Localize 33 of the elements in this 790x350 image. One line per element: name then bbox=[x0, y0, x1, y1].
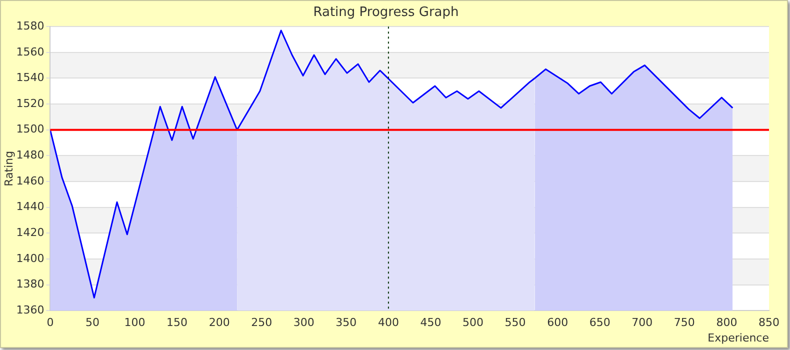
x-tick-label: 100 bbox=[124, 316, 146, 330]
x-tick-label: 50 bbox=[85, 316, 100, 330]
y-tick-label: 1580 bbox=[16, 19, 44, 32]
y-tick-label: 1440 bbox=[16, 200, 44, 214]
y-tick-label: 1560 bbox=[16, 45, 44, 58]
chart-title: Rating Progress Graph bbox=[313, 5, 459, 20]
x-tick-label: 200 bbox=[208, 316, 230, 330]
x-tick-label: 350 bbox=[336, 316, 357, 330]
x-tick-label: 750 bbox=[674, 316, 695, 330]
x-tick-label: 800 bbox=[716, 316, 738, 330]
y-axis-title: Rating bbox=[2, 150, 16, 186]
x-tick-label: 700 bbox=[632, 316, 653, 330]
y-tick-label: 1460 bbox=[16, 174, 44, 188]
y-tick-label: 1380 bbox=[16, 278, 44, 291]
y-tick-label: 1480 bbox=[16, 148, 44, 162]
y-tick-label: 1540 bbox=[16, 71, 44, 84]
x-tick-label: 850 bbox=[758, 316, 780, 330]
x-tick-label: 150 bbox=[166, 316, 188, 330]
x-tick-label: 300 bbox=[293, 316, 314, 330]
x-tick-label: 600 bbox=[547, 316, 568, 330]
x-tick-label: 250 bbox=[251, 316, 272, 330]
x-tick-label: 0 bbox=[46, 316, 54, 330]
x-tick-label: 450 bbox=[420, 316, 442, 330]
x-tick-label: 500 bbox=[462, 316, 484, 330]
x-tick-label: 550 bbox=[504, 316, 526, 330]
y-tick-label: 1360 bbox=[16, 303, 44, 316]
y-tick-label: 1400 bbox=[16, 252, 44, 265]
y-tick-label: 1520 bbox=[16, 96, 44, 110]
y-tick-label: 1420 bbox=[16, 226, 44, 240]
x-axis-title: Experience bbox=[708, 331, 770, 344]
x-tick-label: 650 bbox=[589, 316, 610, 330]
x-tick-label: 400 bbox=[378, 316, 399, 330]
y-tick-label: 1500 bbox=[16, 122, 44, 136]
